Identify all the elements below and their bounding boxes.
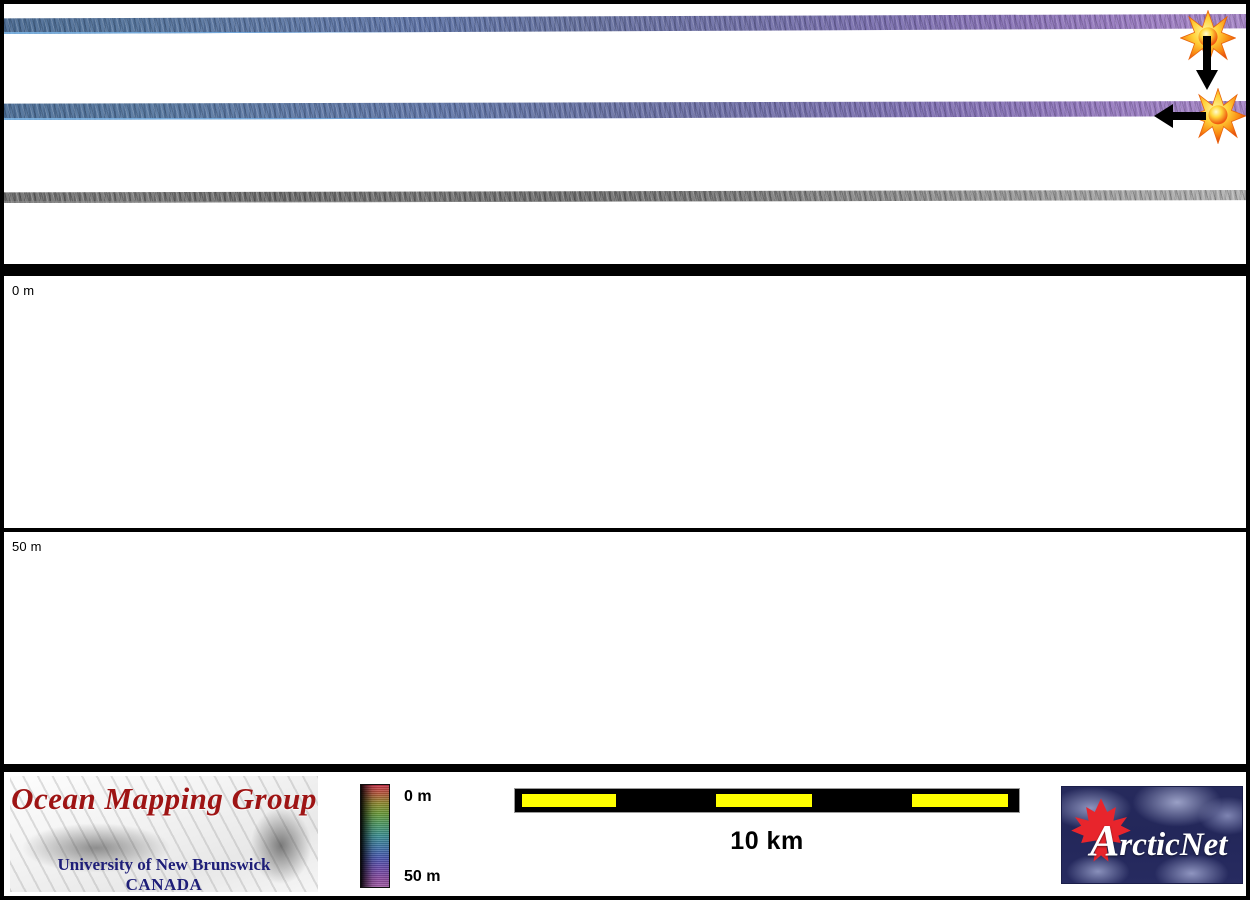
- scale-bar-legend: 10 km: [514, 788, 1024, 856]
- colorbar-gradient: [360, 784, 390, 888]
- swath-texture: [4, 190, 1246, 203]
- annotation-left: [1154, 88, 1246, 144]
- arcticnet-rest: rcticNet: [1119, 827, 1228, 863]
- colorbar-label-max: 50 m: [404, 868, 441, 885]
- scale-bar-segment: [522, 794, 616, 807]
- omg-subtitle-country: CANADA: [125, 875, 203, 892]
- scale-bar-segment: [812, 794, 912, 807]
- swath-texture: [4, 101, 1246, 120]
- scale-bar-segment: [912, 794, 1008, 807]
- depth-colorbar-legend: 0 m 50 m: [360, 784, 490, 888]
- starburst-icon: [1190, 88, 1246, 144]
- profile-panel-upper: 0 m: [4, 276, 1246, 528]
- arcticnet-logo: ArcticNet: [1061, 786, 1243, 884]
- scale-bar-segment: [616, 794, 716, 807]
- scale-bar-label: 10 km: [730, 827, 804, 855]
- omg-subtitle-university: University of New Brunswick: [57, 855, 271, 874]
- arcticnet-initial: A: [1090, 816, 1120, 865]
- depth-label-bottom: 50 m: [12, 539, 42, 554]
- omg-title: Ocean Mapping Group: [11, 781, 317, 816]
- profile-panel-lower: 50 m: [4, 532, 1246, 764]
- colorbar-label-min: 0 m: [404, 788, 432, 805]
- scale-bar-pad: [515, 794, 522, 807]
- arrow-left-icon: [1154, 104, 1206, 128]
- swath-line-bathymetry-1: [4, 14, 1246, 34]
- arrow-down-icon: [1196, 36, 1218, 90]
- swath-texture: [4, 14, 1246, 34]
- arcticnet-wordmark: ArcticNet: [1090, 815, 1227, 866]
- ocean-mapping-group-logo: Ocean Mapping Group University of New Br…: [10, 776, 318, 892]
- swath-band: [4, 190, 1246, 203]
- swath-band: [4, 14, 1246, 34]
- maple-leaf-icon: [1070, 797, 1132, 868]
- depth-label-top: 0 m: [12, 283, 35, 298]
- scale-bar: [514, 788, 1020, 813]
- swath-line-backscatter-3: [4, 190, 1246, 203]
- scale-bar-pad: [1008, 794, 1015, 807]
- swath-line-bathymetry-2: [4, 101, 1246, 120]
- scale-bar-segment: [716, 794, 812, 807]
- swath-highlight-edge: [4, 118, 1246, 120]
- swath-highlight-edge: [4, 201, 1246, 203]
- plan-view-panel: [4, 4, 1246, 264]
- footer-panel: Ocean Mapping Group University of New Br…: [4, 772, 1246, 896]
- swath-band: [4, 101, 1246, 120]
- swath-highlight-edge: [4, 32, 1246, 34]
- annotation-down: [1172, 10, 1242, 90]
